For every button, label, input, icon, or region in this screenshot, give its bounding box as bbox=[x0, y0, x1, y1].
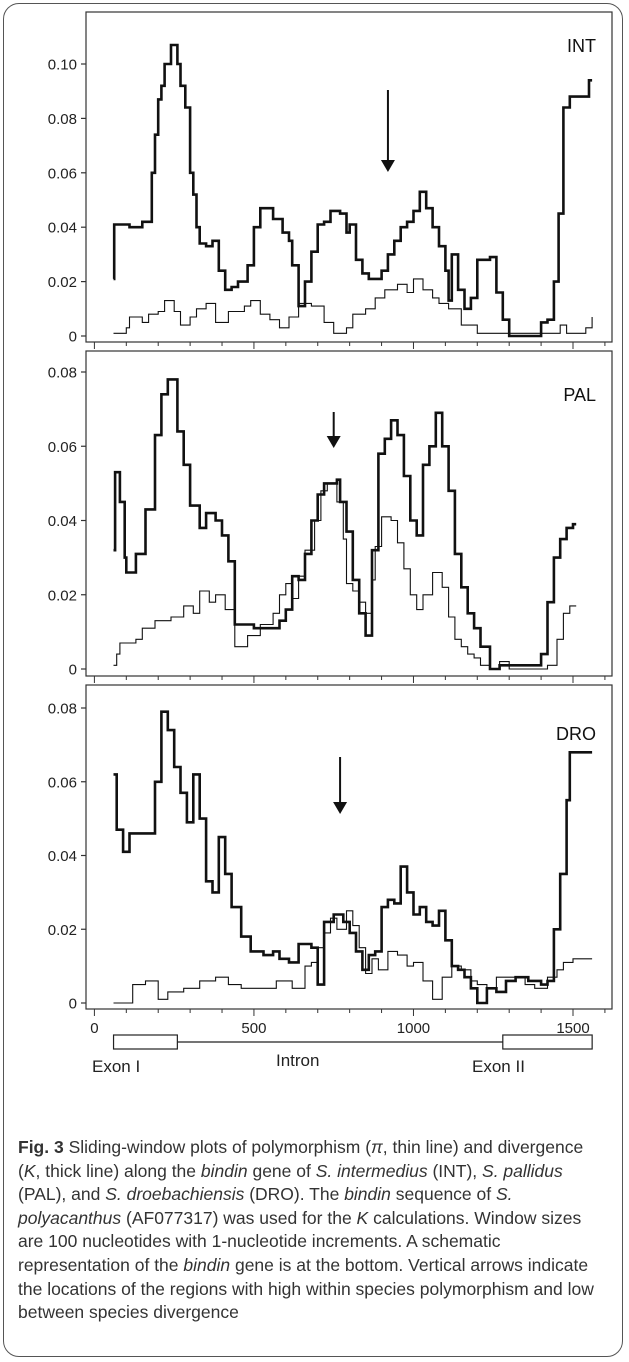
caption-text: calculations. Window sizes are 100 nucle… bbox=[18, 1207, 582, 1275]
gene-schematic: Exon I Intron Exon II bbox=[92, 1034, 593, 1076]
caption-text: gene of bbox=[247, 1160, 316, 1181]
caption-text: gene is at the bottom. Vertical arrows i… bbox=[18, 1254, 594, 1323]
figure-caption: Fig. 3 Sliding-window plots of polymorph… bbox=[18, 1136, 608, 1325]
caption-k: K bbox=[356, 1207, 369, 1228]
caption-text: (PAL), and bbox=[18, 1184, 106, 1205]
exon2-label: Exon II bbox=[472, 1057, 525, 1076]
caption-text: sequence of bbox=[390, 1184, 496, 1205]
y-tick-label: 0.04 bbox=[48, 220, 77, 237]
caption-species: S. intermedius bbox=[315, 1160, 428, 1181]
y-tick-label: 0.04 bbox=[48, 513, 77, 530]
y-tick-label: 0.02 bbox=[48, 587, 77, 604]
x-tick-label: 1000 bbox=[397, 1020, 430, 1037]
y-tick-label: 0.06 bbox=[48, 439, 77, 456]
x-tick-label: 500 bbox=[241, 1020, 266, 1037]
caption-gene-name: bindin bbox=[200, 1160, 248, 1181]
series-line-thick bbox=[113, 378, 577, 671]
exon2-box bbox=[502, 1034, 593, 1050]
caption-text: Sliding-window plots of polymorphism ( bbox=[63, 1137, 372, 1157]
plot-frame bbox=[85, 350, 613, 677]
y-tick-label: 0.10 bbox=[48, 57, 77, 74]
series-line-thick bbox=[113, 710, 593, 1005]
y-tick-label: 0.06 bbox=[48, 165, 77, 182]
down-arrow-icon bbox=[326, 436, 341, 448]
y-tick-label: 0.06 bbox=[48, 774, 77, 791]
figure-label: Fig. 3 bbox=[18, 1137, 64, 1157]
y-tick-label: 0.08 bbox=[48, 111, 77, 128]
y-tick-label: 0.02 bbox=[48, 922, 77, 939]
x-tick-label: 0 bbox=[90, 1020, 98, 1037]
intron-label: Intron bbox=[276, 1051, 319, 1070]
figure-frame bbox=[3, 3, 623, 1357]
caption-text: (INT), bbox=[427, 1160, 483, 1181]
chart-panel-pal: 0 0.02 0.04 0.06 0.08 PAL bbox=[48, 350, 613, 683]
series-line-thick bbox=[112, 43, 593, 338]
y-tick-label: 0.08 bbox=[48, 701, 77, 718]
caption-text: (AF077317) was used for the bbox=[121, 1207, 357, 1228]
panel-label: INT bbox=[567, 36, 596, 56]
plot-frame bbox=[85, 11, 613, 343]
plot-frame bbox=[85, 684, 613, 1010]
caption-gene-name: bindin bbox=[183, 1254, 231, 1275]
caption-species: S. droebachiensis bbox=[105, 1184, 245, 1205]
exon1-box bbox=[112, 1034, 178, 1050]
caption-species: S. polyacanthus bbox=[18, 1184, 513, 1228]
x-tick-label: 1500 bbox=[556, 1020, 589, 1037]
y-tick-label: 0.02 bbox=[48, 274, 77, 291]
series-line-thin bbox=[113, 278, 593, 334]
caption-gene-name: bindin bbox=[344, 1184, 391, 1205]
down-arrow-icon bbox=[333, 802, 348, 814]
caption-k: K bbox=[23, 1160, 36, 1181]
series-line-thin bbox=[113, 910, 593, 1004]
caption-text: , thick line) along the bbox=[35, 1160, 201, 1181]
caption-text: , thin line) and divergence ( bbox=[18, 1137, 584, 1181]
panel-label: PAL bbox=[563, 385, 596, 405]
y-tick-label: 0 bbox=[69, 662, 77, 679]
y-tick-label: 0 bbox=[69, 329, 77, 346]
y-tick-label: 0.04 bbox=[48, 848, 77, 865]
caption-pi: π bbox=[371, 1137, 383, 1157]
panel-label: DRO bbox=[556, 724, 596, 744]
exon1-label: Exon I bbox=[92, 1057, 140, 1076]
caption-species: S. pallidus bbox=[482, 1160, 563, 1181]
y-tick-label: 0 bbox=[69, 996, 77, 1013]
down-arrow-icon bbox=[380, 160, 395, 172]
y-tick-label: 0.08 bbox=[48, 365, 77, 382]
caption-text: (DRO). The bbox=[244, 1184, 345, 1205]
series-line-thin bbox=[113, 482, 577, 670]
chart-panel-dro: 0 0.02 0.04 0.06 0.08 0 500 1000 1500 DRO bbox=[48, 684, 613, 1037]
chart-panel-int: 0 0.02 0.04 0.06 0.08 0.10 INT bbox=[48, 11, 613, 349]
